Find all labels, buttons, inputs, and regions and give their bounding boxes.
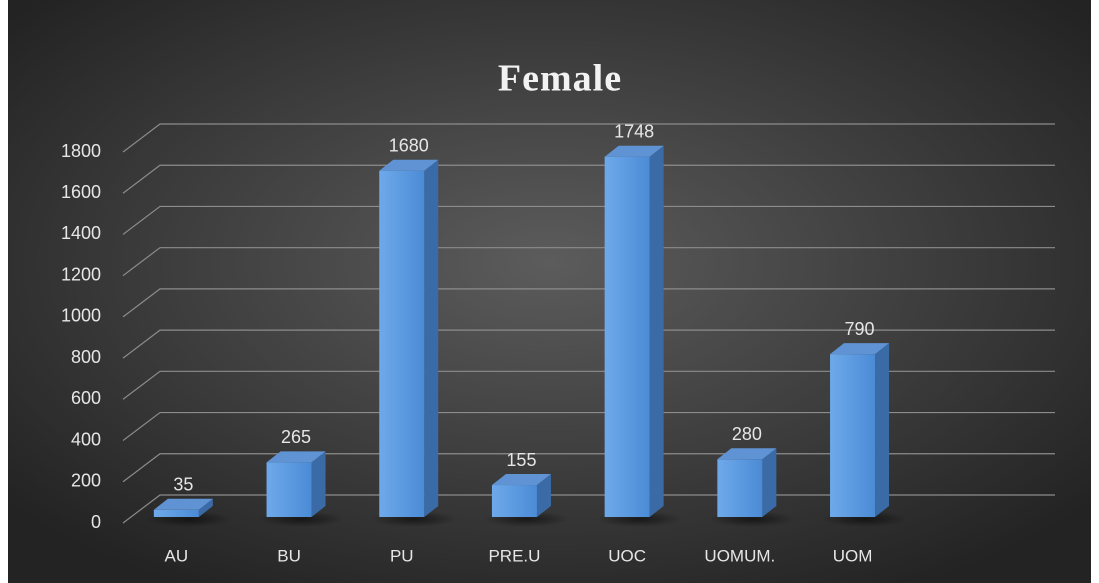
y-tick-label: 0	[91, 512, 101, 532]
bar	[379, 170, 425, 517]
grid-line	[122, 411, 1055, 442]
grid-line	[122, 329, 1055, 359]
y-tick-label: 1400	[61, 223, 101, 243]
data-label: 280	[732, 424, 762, 444]
x-tick-label: UOM	[833, 546, 873, 565]
grid-line	[122, 164, 1055, 194]
bar-side	[649, 145, 664, 517]
y-tick-label: 600	[71, 388, 101, 408]
bar-top	[717, 448, 777, 460]
x-tick-label: UOMUM.	[704, 546, 775, 565]
bar-side	[424, 159, 439, 517]
y-tick-label: 1200	[61, 264, 101, 284]
bar	[830, 354, 876, 517]
grid-line	[122, 370, 1055, 400]
bar	[266, 462, 312, 517]
data-label: 265	[281, 427, 311, 447]
data-label: 790	[845, 319, 875, 339]
x-tick-label: PU	[390, 546, 414, 565]
bar-side	[875, 343, 890, 517]
bar-top	[604, 145, 664, 157]
bar-side	[762, 448, 777, 517]
y-tick-label: 1000	[61, 306, 101, 326]
x-tick-label: UOC	[608, 546, 646, 565]
y-tick-label: 400	[71, 429, 101, 449]
y-tick-label: 1600	[61, 182, 101, 202]
x-tick-label: BU	[277, 546, 301, 565]
grid-line	[122, 288, 1055, 318]
data-label: 155	[506, 450, 536, 470]
bar	[491, 485, 537, 517]
grid-line	[122, 123, 1055, 153]
bar-side	[536, 474, 551, 517]
bar-top	[266, 451, 326, 463]
y-tick-label: 200	[71, 471, 101, 491]
chart-title: Female	[498, 58, 622, 100]
bar-top	[491, 474, 551, 486]
grid-line	[122, 247, 1055, 277]
bar-side	[311, 451, 326, 517]
bar-top	[379, 159, 439, 171]
bar-top	[153, 498, 213, 510]
bar-side	[198, 498, 213, 517]
bar	[604, 156, 650, 517]
bar	[717, 459, 763, 517]
y-tick-label: 800	[71, 347, 101, 367]
data-label: 1680	[389, 135, 429, 155]
grid-line	[122, 205, 1055, 235]
data-label: 1748	[614, 121, 654, 141]
data-label: 35	[173, 475, 193, 495]
bar-top	[830, 343, 890, 355]
y-tick-label: 1800	[61, 141, 101, 161]
bar	[153, 509, 199, 517]
x-tick-label: PRE.U	[488, 546, 540, 565]
x-tick-label: AU	[165, 546, 189, 565]
